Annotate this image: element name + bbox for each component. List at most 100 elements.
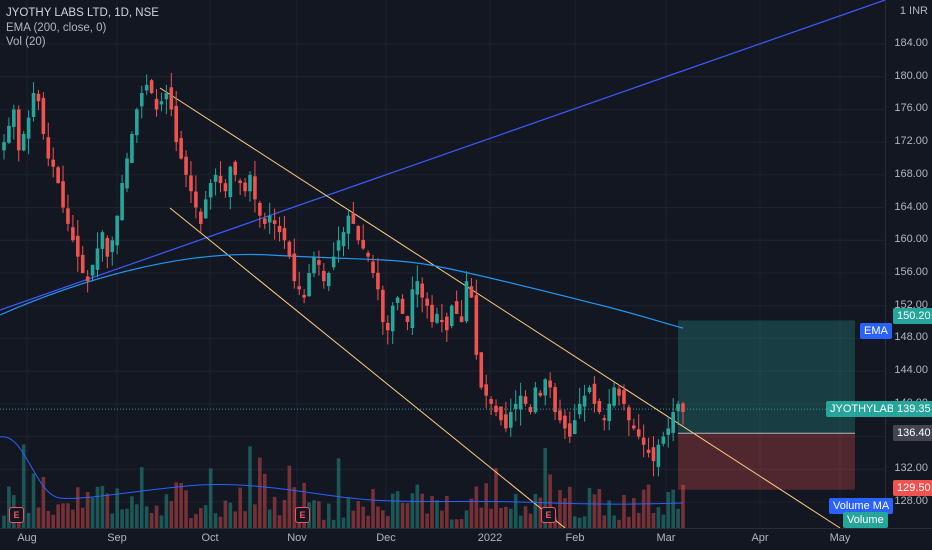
candle-body bbox=[484, 384, 488, 396]
candle-body bbox=[425, 298, 429, 306]
earnings-badge[interactable]: E bbox=[295, 507, 310, 523]
candle-body bbox=[622, 390, 626, 404]
candle-body bbox=[31, 93, 36, 117]
volume-bar bbox=[218, 516, 223, 528]
channel-upper-line bbox=[159, 87, 841, 529]
volume-bar bbox=[607, 500, 611, 528]
stop-zone bbox=[678, 433, 855, 490]
candle-body bbox=[21, 133, 26, 151]
volume-bar bbox=[213, 513, 218, 528]
candle-body bbox=[248, 174, 252, 192]
earnings-badge[interactable]: E bbox=[541, 507, 556, 523]
candle-body bbox=[538, 392, 543, 396]
position-zones bbox=[0, 320, 885, 490]
volume-bar bbox=[484, 483, 488, 528]
candle-body bbox=[208, 183, 213, 198]
volume-bar bbox=[351, 510, 356, 528]
candle-body bbox=[666, 428, 671, 435]
candle-body bbox=[464, 281, 469, 322]
candle-body bbox=[376, 272, 380, 290]
volume-bar bbox=[326, 503, 331, 528]
volume-bar bbox=[169, 501, 174, 528]
candlesticks bbox=[2, 72, 685, 477]
volume-bar bbox=[410, 493, 415, 528]
candle-body bbox=[120, 183, 124, 221]
legend-title[interactable]: JYOTHY LABS LTD, 1D, NSE bbox=[6, 7, 159, 19]
time-tick-label: 2022 bbox=[477, 532, 503, 544]
candle-body bbox=[356, 226, 361, 241]
candle-body bbox=[105, 237, 110, 257]
volume-bar bbox=[164, 494, 169, 528]
volume-ma-tag: Volume MA bbox=[829, 498, 894, 514]
volume-bar bbox=[76, 487, 80, 528]
candle-body bbox=[110, 240, 115, 253]
volume-bar bbox=[577, 517, 582, 528]
candle-body bbox=[395, 297, 400, 303]
target-price-tag: 150.20 bbox=[893, 308, 932, 324]
volume-bar bbox=[381, 510, 385, 528]
candle-body bbox=[474, 295, 479, 355]
time-tick-label: Oct bbox=[201, 532, 219, 544]
target-zone bbox=[678, 320, 855, 434]
volume-tag: Volume bbox=[843, 512, 888, 528]
volume-bar bbox=[341, 517, 346, 528]
volume-bar bbox=[135, 504, 139, 528]
candle-body bbox=[297, 286, 302, 290]
volume-bar bbox=[144, 506, 149, 528]
candle-body bbox=[587, 387, 592, 392]
time-tick-label: Mar bbox=[656, 532, 676, 544]
candle-body bbox=[41, 97, 46, 134]
volume-bar bbox=[572, 516, 577, 528]
volume-bar bbox=[592, 494, 597, 528]
volume-bar bbox=[523, 506, 528, 528]
price-tick-label: 156.00 bbox=[894, 266, 928, 278]
legend-ema[interactable]: EMA (200, close, 0) bbox=[6, 21, 107, 34]
candle-body bbox=[115, 215, 119, 246]
candle-body bbox=[144, 84, 149, 91]
volume-bar bbox=[415, 484, 420, 528]
volume-bar bbox=[356, 501, 361, 528]
candle-body bbox=[523, 396, 528, 404]
volume-bar bbox=[2, 515, 6, 528]
volume-bar bbox=[203, 505, 208, 528]
volume-bar bbox=[366, 515, 370, 528]
chart-lines bbox=[0, 0, 886, 529]
price-tick-label: 180.00 bbox=[894, 69, 928, 82]
legend-volume[interactable]: Vol (20) bbox=[6, 36, 46, 48]
price-tick-label: 184.00 bbox=[894, 37, 928, 49]
volume-bar bbox=[199, 508, 203, 528]
volume-bar bbox=[120, 509, 124, 528]
earnings-badge[interactable]: E bbox=[9, 507, 24, 523]
candle-body bbox=[36, 93, 41, 102]
volume-bar bbox=[617, 519, 621, 528]
candle-body bbox=[504, 414, 508, 429]
candle-body bbox=[454, 301, 459, 314]
price-tick-label: 172.00 bbox=[894, 135, 928, 148]
candle-body bbox=[336, 240, 341, 251]
volume-bar bbox=[676, 508, 680, 528]
volume-bar bbox=[51, 514, 56, 528]
candle-body bbox=[317, 260, 321, 265]
volume-bar bbox=[425, 513, 429, 528]
volume-bar bbox=[454, 519, 459, 528]
volume-bar bbox=[149, 512, 154, 528]
candle-body bbox=[154, 98, 159, 110]
volume-bar bbox=[154, 505, 159, 528]
volume-bar bbox=[666, 492, 671, 528]
volume-bar bbox=[287, 465, 292, 528]
volume-bar bbox=[80, 507, 85, 528]
candle-body bbox=[149, 80, 154, 94]
candle-body bbox=[410, 289, 415, 329]
volume-bar bbox=[238, 487, 242, 528]
candle-body bbox=[228, 166, 233, 198]
volume-bar bbox=[7, 486, 11, 528]
candle-body bbox=[85, 276, 90, 282]
candle-body bbox=[341, 232, 346, 247]
volume-bar bbox=[489, 508, 493, 528]
volume-bar bbox=[651, 512, 656, 528]
volume-bar bbox=[513, 493, 518, 528]
volume-bar bbox=[459, 519, 464, 528]
candle-body bbox=[174, 105, 179, 143]
candle-body bbox=[287, 241, 292, 257]
